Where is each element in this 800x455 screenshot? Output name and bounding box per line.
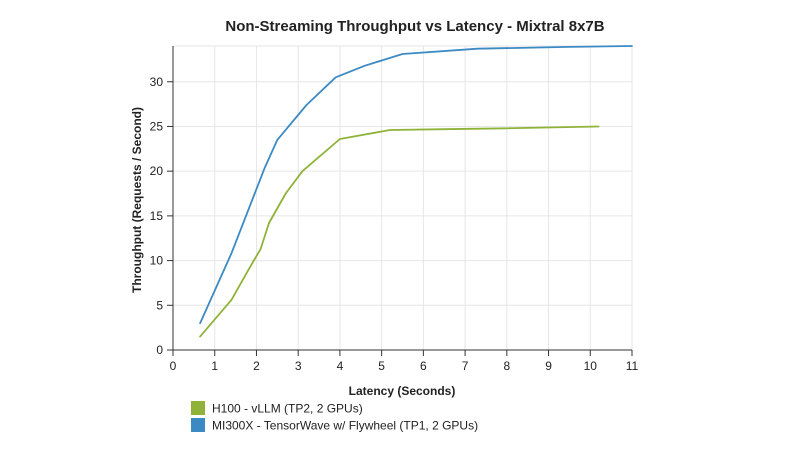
legend-label: H100 - vLLM (TP2, 2 GPUs)	[212, 402, 363, 416]
x-tick-label: 5	[378, 359, 385, 373]
y-tick-label: 20	[150, 164, 164, 178]
series-line-h100	[199, 125, 600, 338]
legend: H100 - vLLM (TP2, 2 GPUs) MI300X - Tensor…	[191, 401, 478, 433]
y-tick-label: 5	[156, 298, 163, 312]
y-tick-label: 0	[156, 343, 163, 357]
y-tick-label: 10	[150, 254, 164, 268]
legend-label: MI300X - TensorWave w/ Flywheel (TP1, 2 …	[212, 419, 478, 433]
y-tick-label: 25	[150, 119, 164, 133]
grid	[173, 45, 633, 350]
x-tick-label: 9	[545, 359, 552, 373]
chart-title: Non-Streaming Throughput vs Latency - Mi…	[225, 18, 604, 35]
axes: 0 1 2 3 4 5 6 7 8 9 10 11 0 5 10 15 20 25 30	[150, 46, 639, 373]
x-tick-label: 6	[420, 359, 427, 373]
y-tick-label: 15	[150, 209, 164, 223]
x-tick-label: 10	[584, 359, 598, 373]
legend-swatch	[191, 418, 205, 432]
x-tick-label: 8	[503, 359, 510, 373]
x-tick-label: 2	[253, 359, 260, 373]
x-tick-label: 3	[295, 359, 302, 373]
series-line-mi300x	[199, 45, 633, 325]
x-tick-label: 4	[337, 359, 344, 373]
x-tick-label: 0	[170, 359, 177, 373]
x-tick-label: 11	[626, 359, 639, 373]
x-tick-label: 7	[462, 359, 469, 373]
x-tick-label: 1	[211, 359, 218, 373]
y-tick-label: 30	[150, 75, 164, 89]
legend-swatch	[191, 401, 205, 415]
x-axis-label: Latency (Seconds)	[349, 384, 456, 398]
series-layer	[199, 45, 633, 338]
y-axis-label: Throughput (Requests / Second)	[130, 107, 144, 293]
